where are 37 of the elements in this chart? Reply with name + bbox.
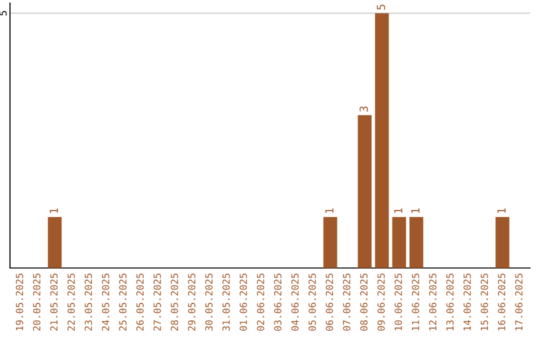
- x-tick-label: 27.05.2025: [154, 274, 161, 331]
- x-tick-label: 10.06.2025: [394, 274, 402, 330]
- x-tick-label: 24.05.2025: [102, 274, 110, 331]
- x-tick-label: 28.05.2025: [170, 274, 178, 331]
- data-label: 1: [50, 208, 58, 213]
- data-label: 1: [394, 208, 402, 213]
- x-tick-label: 23.05.2025: [84, 274, 92, 331]
- x-tick-label: 12.06.2025: [429, 274, 436, 330]
- x-tick-label: 29.05.2025: [188, 274, 196, 331]
- x-tick-label: 21.05.2025: [50, 274, 58, 331]
- x-tick-label: 09.06.2025: [377, 274, 385, 331]
- data-label: 1: [325, 208, 334, 213]
- x-tick-label: 22.05.2025: [67, 274, 75, 331]
- data-label: 1: [411, 208, 420, 213]
- data-label: 3: [360, 106, 368, 112]
- x-tick-label: 26.05.2025: [136, 274, 144, 331]
- x-tick-label: 13.06.2025: [446, 274, 454, 330]
- x-tick-label: 07.06.2025: [342, 274, 350, 331]
- x-tick-label: 15.06.2025: [480, 274, 488, 330]
- x-tick-label: 01.06.2025: [240, 274, 248, 331]
- x-tick-label: 19.05.2025: [16, 274, 24, 330]
- data-label: 5: [376, 4, 386, 10]
- x-tick-label: 16.06.2025: [498, 274, 506, 330]
- x-tick-label: 31.05.2025: [222, 274, 230, 331]
- x-tick-label: 25.05.2025: [119, 274, 126, 331]
- x-tick-label: 14.06.2025: [464, 274, 471, 330]
- x-tick-label: 17.06.2025: [515, 274, 523, 330]
- x-tick-label: 05.06.2025: [308, 274, 316, 331]
- x-tick-label: 08.06.2025: [360, 274, 368, 331]
- x-tick-label: 20.05.2025: [33, 274, 40, 331]
- x-tick-label: 02.06.2025: [256, 274, 264, 331]
- x-tick-label: 30.05.2025: [205, 274, 213, 331]
- data-label: 1: [497, 208, 506, 213]
- x-tick-label: 03.06.2025: [274, 274, 282, 331]
- x-tick-label: 04.06.2025: [291, 274, 299, 331]
- x-tick-label: 11.06.2025: [412, 274, 420, 330]
- x-tick-label: 06.06.2025: [326, 274, 334, 331]
